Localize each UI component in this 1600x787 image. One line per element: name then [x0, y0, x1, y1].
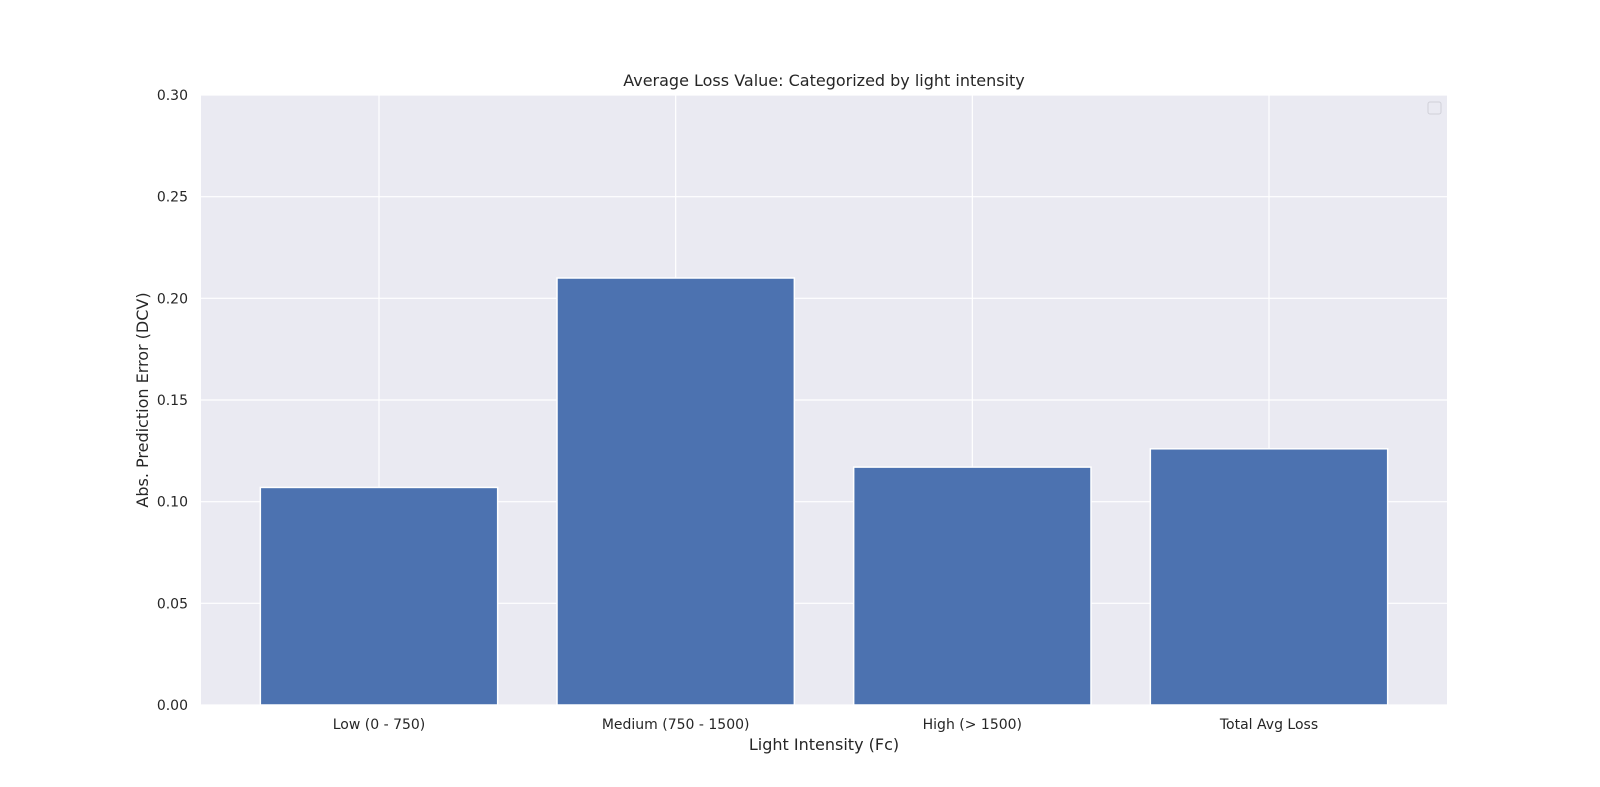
y-tick-label: 0.20	[157, 291, 188, 307]
y-axis-label: Abs. Prediction Error (DCV)	[133, 292, 152, 507]
x-tick-label: High (> 1500)	[923, 717, 1022, 733]
bars	[259, 277, 1389, 706]
y-tick-label: 0.00	[157, 698, 188, 714]
x-tick-label: Medium (750 - 1500)	[602, 717, 750, 733]
y-tick-label: 0.10	[157, 495, 188, 511]
bar	[556, 277, 796, 706]
bar	[852, 466, 1092, 706]
bar	[259, 486, 499, 706]
chart-title: Average Loss Value: Categorized by light…	[623, 71, 1025, 90]
y-tick-label: 0.30	[157, 88, 188, 104]
y-tick-label: 0.25	[157, 190, 188, 206]
x-axis-label: Light Intensity (Fc)	[749, 735, 899, 754]
x-tick-label: Low (0 - 750)	[333, 717, 426, 733]
y-tick-labels: 0.00 0.05 0.10 0.15 0.20 0.25 0.30	[157, 88, 188, 714]
y-tick-label: 0.15	[157, 393, 188, 409]
legend-box	[1427, 101, 1442, 115]
x-tick-label: Total Avg Loss	[1219, 717, 1318, 733]
y-tick-label: 0.05	[157, 596, 188, 612]
x-tick-labels: Low (0 - 750) Medium (750 - 1500) High (> …	[333, 717, 1318, 733]
bar	[1149, 448, 1389, 706]
